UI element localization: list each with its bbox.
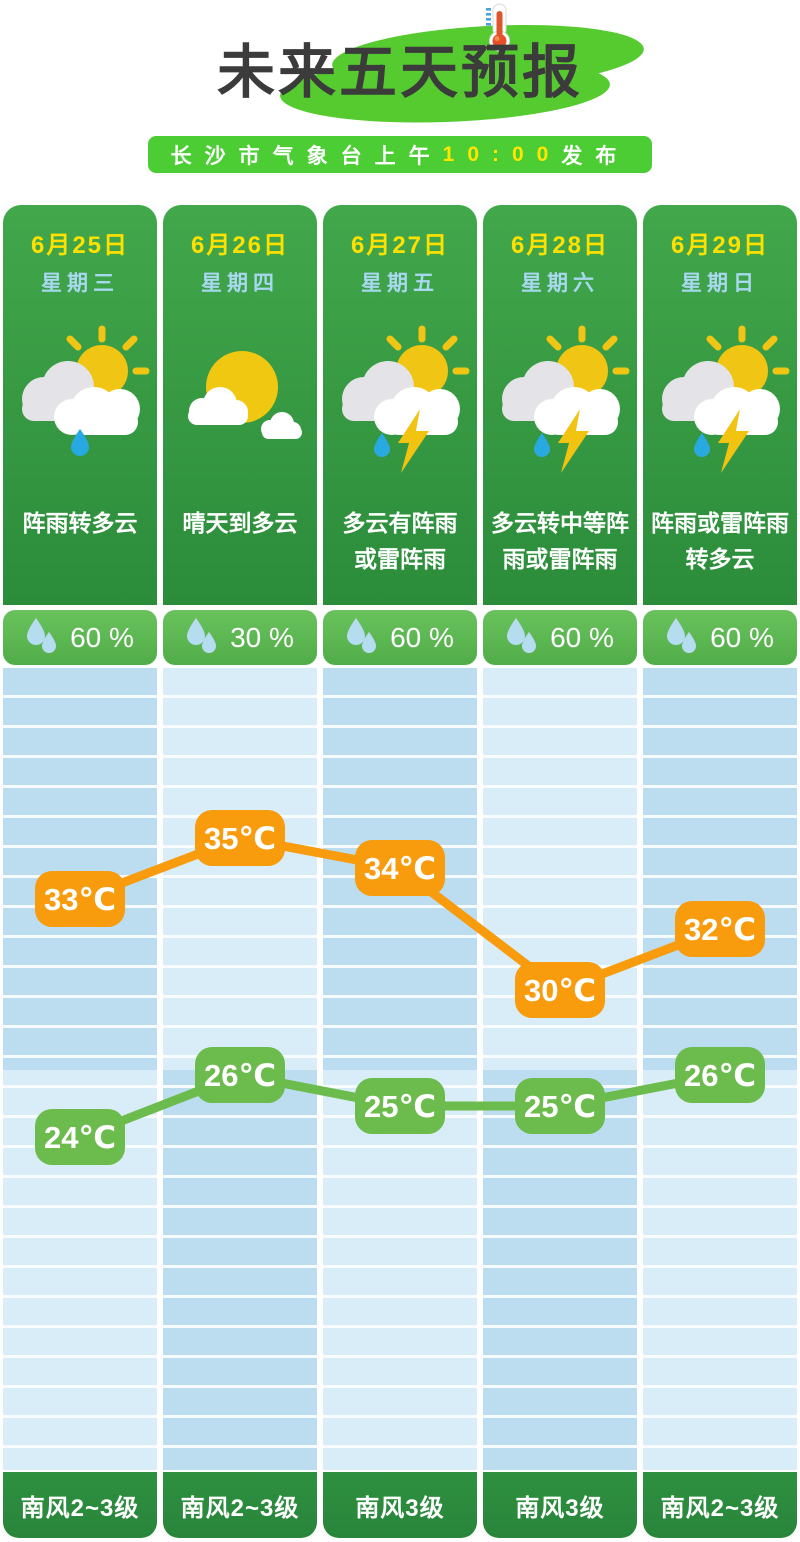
release-time: 10:00: [442, 142, 562, 166]
day-weekday: 星期三: [41, 272, 119, 295]
humidity-badge: 60 %: [643, 610, 797, 665]
release-info-bar: 长沙市气象台上午 10:00 发布: [148, 136, 652, 173]
thunderstorm-icon: [483, 325, 637, 475]
release-suffix-text: 发布: [561, 144, 630, 168]
temp-label-low: 26℃: [195, 1047, 285, 1103]
day-description: 阵雨或雷阵雨 转多云: [651, 510, 789, 572]
svg-text:35℃: 35℃: [204, 821, 276, 856]
wind-row: 南风2~3级 南风2~3级 南风3级 南风3级 南风2~3级: [0, 1472, 800, 1538]
wind-badge: 南风3级: [323, 1472, 477, 1538]
water-drops-icon: [347, 617, 377, 653]
day-description: 阵雨转多云: [22, 510, 138, 536]
wind-badge: 南风2~3级: [643, 1472, 797, 1538]
svg-text:26℃: 26℃: [684, 1058, 756, 1093]
day-description: 多云有阵雨 或雷阵雨: [342, 510, 458, 572]
day-weekday: 星期五: [361, 272, 439, 295]
water-drops-icon: [667, 617, 697, 653]
day-date: 6月28日: [510, 232, 610, 259]
day-weekday: 星期四: [201, 272, 279, 295]
humidity-badge: 60 %: [323, 610, 477, 665]
day-cards-row: 6月25日 星期三: [0, 205, 800, 605]
wind-value: 南风3级: [515, 1494, 605, 1522]
wind-value: 南风3级: [355, 1494, 445, 1522]
humidity-badge: 30 %: [163, 610, 317, 665]
day-card: 6月27日 星期五: [323, 205, 477, 605]
water-drops-icon: [27, 617, 57, 653]
day-card: 6月26日 星期四 晴天到多云: [163, 205, 317, 605]
thunderstorm-icon: [323, 325, 477, 475]
sun-behind-rain-cloud-icon: [3, 325, 157, 475]
day-weekday: 星期日: [681, 272, 759, 295]
svg-text:26℃: 26℃: [204, 1058, 276, 1093]
page-title: 未来五天预报: [216, 40, 583, 105]
svg-text:24℃: 24℃: [44, 1120, 116, 1155]
temp-label-high: 34℃: [355, 840, 445, 896]
chart-column-background: [323, 668, 477, 1470]
water-drops-icon: [187, 617, 217, 653]
day-date: 6月27日: [350, 232, 450, 259]
day-card: 6月28日 星期六: [483, 205, 637, 605]
temp-label-high: 32℃: [675, 901, 765, 957]
day-description: 晴天到多云: [182, 510, 298, 536]
temp-label-high: 35℃: [195, 810, 285, 866]
wind-value: 南风2~3级: [20, 1494, 140, 1522]
thermometer-icon: [486, 3, 510, 52]
thunderstorm-icon: [643, 325, 797, 475]
svg-text:25℃: 25℃: [524, 1089, 596, 1124]
day-card: 6月29日 星期日: [643, 205, 797, 605]
day-card: 6月25日 星期三: [3, 205, 157, 605]
temp-label-low: 24℃: [35, 1109, 125, 1165]
humidity-badge: 60 %: [483, 610, 637, 665]
temperature-chart: 33℃ 35℃ 34℃ 30℃ 32℃ 24℃ 26℃ 25℃ 25℃ 26℃: [0, 668, 800, 1470]
wind-value: 南风2~3级: [180, 1494, 300, 1522]
humidity-value: 60 %: [70, 621, 134, 653]
temperature-chart-svg: 33℃ 35℃ 34℃ 30℃ 32℃ 24℃ 26℃ 25℃ 25℃ 26℃: [35, 810, 765, 1165]
wind-value: 南风2~3级: [660, 1494, 780, 1522]
temp-label-low: 25℃: [515, 1078, 605, 1134]
svg-text:30℃: 30℃: [524, 973, 596, 1008]
wind-badge: 南风2~3级: [3, 1472, 157, 1538]
release-agency-text: 长沙市气象台上午: [170, 144, 443, 168]
svg-text:25℃: 25℃: [364, 1089, 436, 1124]
temp-label-high: 30℃: [515, 962, 605, 1018]
day-description: 多云转中等阵 雨或雷阵雨: [491, 510, 629, 572]
humidity-row: 60 % 30 % 60 % 60 %: [0, 610, 800, 665]
humidity-value: 60 %: [550, 621, 614, 653]
temp-label-high: 33℃: [35, 871, 125, 927]
svg-text:32℃: 32℃: [684, 912, 756, 947]
wind-badge: 南风2~3级: [163, 1472, 317, 1538]
temp-label-low: 25℃: [355, 1078, 445, 1134]
temp-label-low: 26℃: [675, 1047, 765, 1103]
humidity-badge: 60 %: [3, 610, 157, 665]
chart-column-background: [3, 668, 157, 1470]
wind-badge: 南风3级: [483, 1472, 637, 1538]
day-date: 6月26日: [190, 232, 290, 259]
day-date: 6月29日: [670, 232, 770, 259]
humidity-value: 60 %: [390, 621, 454, 653]
humidity-value: 60 %: [710, 621, 774, 653]
day-weekday: 星期六: [521, 272, 599, 295]
svg-text:33℃: 33℃: [44, 882, 116, 917]
chart-column-background: [483, 668, 637, 1470]
sun-with-clouds-icon: [163, 325, 317, 475]
svg-text:34℃: 34℃: [364, 851, 436, 886]
humidity-value: 30 %: [230, 621, 294, 653]
day-date: 6月25日: [30, 232, 130, 259]
water-drops-icon: [507, 617, 537, 653]
